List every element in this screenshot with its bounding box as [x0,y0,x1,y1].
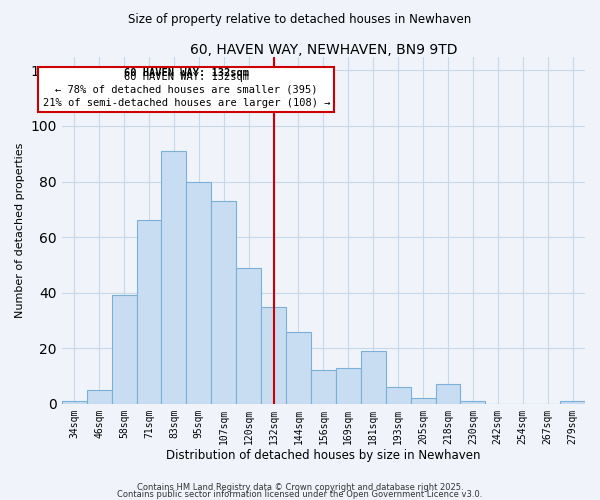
Bar [87,390,112,404]
Bar [311,370,336,404]
Bar [187,182,211,404]
Text: 60 HAVEN WAY: 132sqm
← 78% of detached houses are smaller (395)
21% of semi-deta: 60 HAVEN WAY: 132sqm ← 78% of detached h… [43,72,330,108]
Bar [286,332,311,404]
Bar [460,401,485,404]
Bar [560,401,585,404]
Bar [236,268,261,404]
Bar [410,398,436,404]
Bar [436,384,460,404]
Text: Contains HM Land Registry data © Crown copyright and database right 2025.: Contains HM Land Registry data © Crown c… [137,483,463,492]
Bar [261,306,286,404]
Bar [161,151,187,404]
Text: Size of property relative to detached houses in Newhaven: Size of property relative to detached ho… [128,12,472,26]
Text: Contains public sector information licensed under the Open Government Licence v3: Contains public sector information licen… [118,490,482,499]
Bar [112,296,137,404]
Bar [361,351,386,404]
Bar [336,368,361,404]
Bar [62,401,87,404]
Bar [137,220,161,404]
Text: 60 HAVEN WAY: 132sqm: 60 HAVEN WAY: 132sqm [124,68,249,78]
Title: 60, HAVEN WAY, NEWHAVEN, BN9 9TD: 60, HAVEN WAY, NEWHAVEN, BN9 9TD [190,42,457,56]
Bar [386,387,410,404]
Y-axis label: Number of detached properties: Number of detached properties [15,142,25,318]
X-axis label: Distribution of detached houses by size in Newhaven: Distribution of detached houses by size … [166,450,481,462]
Bar [211,201,236,404]
